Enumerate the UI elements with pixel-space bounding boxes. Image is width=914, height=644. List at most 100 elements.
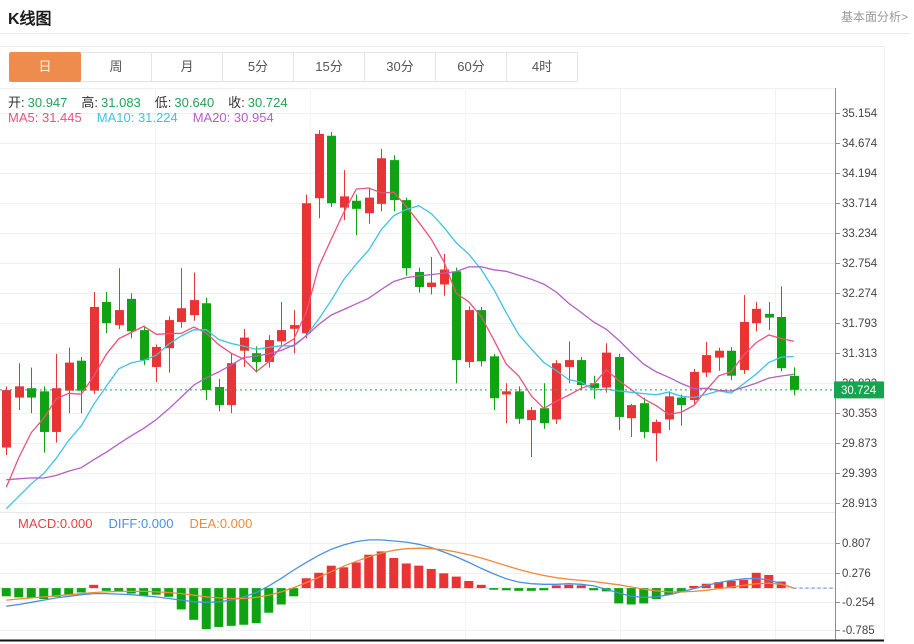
candle-body xyxy=(640,403,649,432)
candle-body xyxy=(115,310,124,326)
diff-value: 0.000 xyxy=(140,516,174,531)
macd-bar xyxy=(414,565,424,589)
macd-bar xyxy=(739,579,749,589)
tab-4时[interactable]: 4时 xyxy=(506,52,578,82)
ma20-pair: MA20: 30.954 xyxy=(193,110,274,125)
candle-body xyxy=(365,197,374,214)
period-tab-bar: 日周月 5分 15分 30分 60分 4时 xyxy=(9,52,578,82)
macd-bar xyxy=(289,588,299,597)
macd-bar xyxy=(351,562,361,589)
candle-body xyxy=(552,363,561,420)
fundamental-analysis-link[interactable]: 基本面分析> xyxy=(840,10,908,24)
macd-bar xyxy=(589,588,599,591)
macd-bar xyxy=(614,588,624,604)
candle-body xyxy=(765,313,774,318)
candle-body xyxy=(515,391,524,419)
open-label: 开: xyxy=(8,95,25,110)
tab-日[interactable]: 日 xyxy=(9,52,81,82)
macd-tick-label: 0.276 xyxy=(842,568,871,580)
macd-bar xyxy=(426,568,436,589)
ma-legend: MA5: 31.445 MA10: 31.224 MA20: 30.954 xyxy=(8,110,274,125)
macd-bar xyxy=(51,588,61,597)
price-tick-label: 31.793 xyxy=(842,318,877,330)
macd-bar xyxy=(464,580,474,589)
macd-bar xyxy=(564,584,574,589)
ma20-line xyxy=(6,266,794,481)
candle-body xyxy=(352,200,361,209)
tab-15分[interactable]: 15分 xyxy=(293,52,365,82)
macd-bar xyxy=(726,580,736,589)
page-title: K线图 xyxy=(8,11,52,28)
low-value: 30.640 xyxy=(174,95,215,110)
macd-bar xyxy=(501,588,511,591)
macd-bar xyxy=(264,588,274,613)
close-label: 收: xyxy=(228,95,245,110)
candle-body xyxy=(52,388,61,432)
macd-bar xyxy=(1,588,11,597)
candle-body xyxy=(402,200,411,269)
candle-body xyxy=(90,306,99,391)
macd-bar xyxy=(101,588,111,591)
tab-5分[interactable]: 5分 xyxy=(222,52,294,82)
candle-body xyxy=(627,405,636,419)
diff-line xyxy=(6,539,795,607)
ma10-line xyxy=(5,204,794,510)
candle-body xyxy=(465,310,474,362)
macd-bar xyxy=(176,588,186,610)
candle-body xyxy=(127,298,136,332)
price-tick-label: 33.714 xyxy=(842,198,878,210)
candle-body xyxy=(202,303,211,391)
macd-tick-label: -0.254 xyxy=(842,597,875,609)
macd-bar xyxy=(651,588,661,600)
macd-bar xyxy=(276,588,286,605)
main-plot-group xyxy=(2,130,799,510)
candle-body xyxy=(740,321,749,371)
candle-body xyxy=(690,371,699,401)
candle-body xyxy=(377,158,386,204)
candle-body xyxy=(265,340,274,362)
current-price-tag-label: 30.724 xyxy=(841,385,877,397)
ma20-label: MA20: xyxy=(192,110,231,125)
macd-bar xyxy=(339,567,349,589)
candle-body xyxy=(252,353,261,362)
macd-bar xyxy=(451,576,461,589)
macd-bar xyxy=(526,588,536,591)
candle-body xyxy=(727,350,736,376)
price-tick-label: 35.154 xyxy=(842,108,878,120)
candle-body xyxy=(752,308,761,324)
low-pair: 低: 30.640 xyxy=(155,92,214,111)
price-tick-label: 32.274 xyxy=(842,288,878,300)
price-tick-label: 29.393 xyxy=(842,468,877,480)
low-label: 低: xyxy=(154,95,172,110)
tab-月[interactable]: 月 xyxy=(151,52,223,82)
tab-60分[interactable]: 60分 xyxy=(435,52,507,82)
high-value: 31.083 xyxy=(101,95,141,110)
macd-value: 0.000 xyxy=(59,516,93,531)
candle-body xyxy=(102,301,111,324)
candle-body xyxy=(277,330,286,342)
open-value: 30.947 xyxy=(27,95,68,110)
candle-body xyxy=(540,408,549,424)
macd-bar xyxy=(14,588,24,598)
macd-bar xyxy=(376,551,386,589)
candle-body xyxy=(215,386,224,406)
price-tick-label: 31.313 xyxy=(842,348,877,360)
candle-body xyxy=(40,391,49,432)
high-pair: 高: 31.083 xyxy=(81,92,140,111)
macd-bar xyxy=(201,588,211,630)
candle-body xyxy=(152,346,161,367)
dea-label: DEA: xyxy=(189,516,220,531)
macd-bar xyxy=(326,565,336,589)
ma10-pair: MA10: 31.224 xyxy=(97,110,178,125)
candle-body xyxy=(27,388,36,398)
candle-body xyxy=(427,282,436,287)
candle-body xyxy=(665,396,674,420)
ma20-value: 30.954 xyxy=(233,110,274,125)
macd-tick-label: 0.807 xyxy=(842,538,871,550)
tab-周[interactable]: 周 xyxy=(80,52,152,82)
macd-tick-label: -0.785 xyxy=(842,625,875,637)
macd-plot-group xyxy=(1,539,835,630)
candle-body xyxy=(77,360,86,391)
tab-30分[interactable]: 30分 xyxy=(364,52,436,82)
